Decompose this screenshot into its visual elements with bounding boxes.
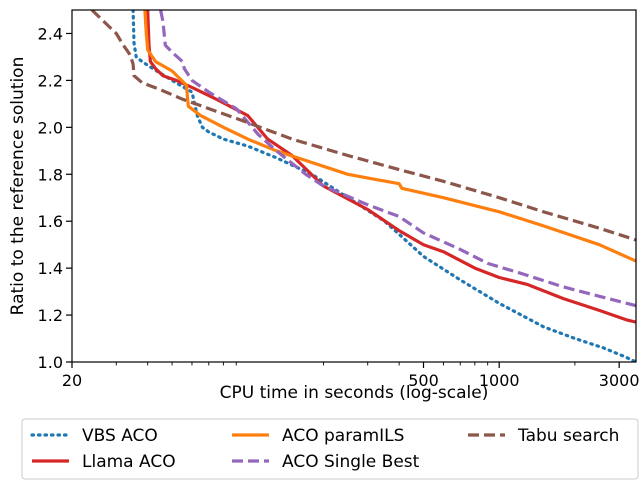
x-axis-title: CPU time in seconds (log-scale): [220, 383, 489, 403]
legend-label-3: ACO Single Best: [282, 452, 420, 472]
axes-frame: [71, 9, 637, 363]
series-line-2: [143, 10, 636, 263]
y-tick-label-1: 1.2: [38, 306, 63, 325]
x-tick-label-0: 20: [62, 371, 82, 390]
y-tick-label-4: 1.8: [38, 165, 63, 184]
y-tick-label-0: 1.0: [38, 353, 63, 372]
y-axis-title: Ratio to the reference solution: [8, 57, 28, 316]
y-tick-label-7: 2.4: [38, 24, 63, 43]
series-line-3: [159, 10, 636, 308]
x-axis-ticks: 20 500 1000 3000: [62, 362, 640, 390]
legend: VBS ACO Llama ACO ACO paramILS ACO Single B…: [30, 426, 619, 472]
y-axis-ticks: 1.0 1.2 1.4 1.6 1.8 2.0 2.2 2.4: [38, 24, 72, 372]
x-tick-label-1: 500: [408, 371, 439, 390]
y-tick-label-6: 2.2: [38, 71, 63, 90]
legend-label-0: VBS ACO: [82, 426, 158, 446]
x-tick-label-3: 3000: [599, 371, 640, 390]
series-line-4: [90, 10, 636, 242]
x-tick-label-2: 1000: [479, 371, 520, 390]
legend-label-2: ACO paramILS: [282, 426, 404, 446]
y-tick-label-3: 1.6: [38, 212, 63, 231]
y-tick-label-5: 2.0: [38, 118, 63, 137]
plot-lines: [90, 10, 636, 362]
series-line-0: [131, 10, 636, 362]
legend-label-1: Llama ACO: [82, 452, 176, 472]
y-tick-label-2: 1.4: [38, 259, 63, 278]
legend-label-4: Tabu search: [517, 426, 619, 446]
